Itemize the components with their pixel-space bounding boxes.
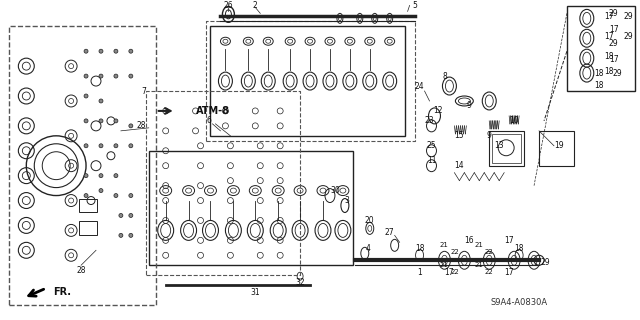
Circle shape [114, 194, 118, 197]
Bar [148, 151, 353, 265]
Circle shape [99, 49, 103, 53]
Bar [211, 26, 404, 136]
Text: 29: 29 [613, 68, 623, 78]
Circle shape [99, 119, 103, 123]
Text: 29: 29 [624, 32, 634, 41]
Text: 1: 1 [417, 268, 422, 277]
Text: 29: 29 [609, 9, 618, 18]
Bar [79, 198, 97, 212]
Text: 18: 18 [415, 244, 424, 253]
Text: 7: 7 [141, 86, 146, 96]
Text: ATM-8: ATM-8 [196, 106, 230, 116]
Text: 28: 28 [76, 266, 86, 275]
Text: 16: 16 [465, 236, 474, 245]
Circle shape [119, 233, 123, 237]
Text: 19: 19 [554, 141, 564, 150]
Circle shape [129, 213, 133, 218]
Text: 17: 17 [504, 236, 514, 245]
Text: 30: 30 [330, 186, 340, 195]
Text: 9: 9 [487, 131, 492, 140]
Text: 21: 21 [440, 242, 449, 248]
Circle shape [129, 124, 133, 128]
Text: 18: 18 [604, 52, 614, 61]
Circle shape [84, 174, 88, 178]
Text: FR.: FR. [53, 287, 71, 297]
Circle shape [114, 74, 118, 78]
Text: 4: 4 [365, 244, 370, 253]
Bar [539, 131, 574, 166]
Text: 18: 18 [594, 81, 604, 90]
Text: 21: 21 [475, 262, 484, 268]
Text: 28: 28 [136, 121, 145, 130]
Text: 18: 18 [515, 244, 524, 253]
Circle shape [129, 144, 133, 148]
Circle shape [114, 119, 118, 123]
Circle shape [114, 144, 118, 148]
Text: 17: 17 [604, 32, 614, 41]
Circle shape [114, 49, 118, 53]
Text: 17: 17 [604, 12, 614, 21]
Circle shape [84, 119, 88, 123]
Text: 31: 31 [250, 288, 260, 297]
Text: 5: 5 [412, 1, 417, 10]
Bar [567, 6, 635, 91]
Text: 21: 21 [440, 262, 449, 268]
Text: 13: 13 [494, 141, 504, 150]
Text: 14: 14 [454, 161, 464, 170]
Circle shape [129, 194, 133, 197]
Text: 15: 15 [454, 131, 464, 140]
Circle shape [129, 233, 133, 237]
Text: 22: 22 [485, 269, 493, 275]
Bar [79, 221, 97, 236]
Text: 9: 9 [467, 101, 472, 110]
Text: 29: 29 [609, 39, 618, 48]
Text: 6: 6 [206, 116, 211, 125]
Circle shape [99, 174, 103, 178]
Text: 17: 17 [609, 25, 618, 34]
Text: 22: 22 [450, 269, 459, 275]
Circle shape [99, 188, 103, 193]
Text: 10: 10 [509, 116, 519, 125]
Text: 29: 29 [624, 12, 634, 21]
Text: 11: 11 [427, 156, 436, 165]
Circle shape [119, 213, 123, 218]
Circle shape [129, 74, 133, 78]
Text: 22: 22 [485, 249, 493, 255]
Circle shape [114, 174, 118, 178]
Circle shape [84, 94, 88, 98]
Text: 12: 12 [433, 107, 442, 116]
Bar [492, 134, 521, 163]
Text: 17: 17 [445, 268, 454, 277]
Circle shape [129, 49, 133, 53]
Text: 20: 20 [365, 216, 374, 225]
Circle shape [99, 74, 103, 78]
Text: 25: 25 [427, 141, 436, 150]
Text: 24: 24 [415, 82, 424, 91]
Text: 21: 21 [475, 242, 484, 248]
Text: S9A4-A0830A: S9A4-A0830A [490, 298, 548, 307]
Text: 23: 23 [425, 116, 435, 125]
Text: 29: 29 [540, 258, 550, 267]
Text: 8: 8 [442, 72, 447, 81]
Text: 26: 26 [223, 1, 233, 10]
Text: 27: 27 [385, 228, 394, 237]
Text: 17: 17 [504, 268, 514, 277]
Text: 22: 22 [450, 249, 459, 255]
Text: 17: 17 [609, 55, 618, 64]
Text: 3: 3 [344, 196, 349, 205]
Text: 18: 18 [594, 68, 604, 78]
Circle shape [99, 144, 103, 148]
Circle shape [84, 194, 88, 197]
Circle shape [99, 99, 103, 103]
Text: 2: 2 [253, 1, 258, 10]
Circle shape [84, 144, 88, 148]
Bar [489, 131, 524, 166]
Circle shape [84, 74, 88, 78]
Text: 18: 18 [604, 67, 614, 76]
Text: 32: 32 [295, 278, 305, 287]
Circle shape [84, 49, 88, 53]
